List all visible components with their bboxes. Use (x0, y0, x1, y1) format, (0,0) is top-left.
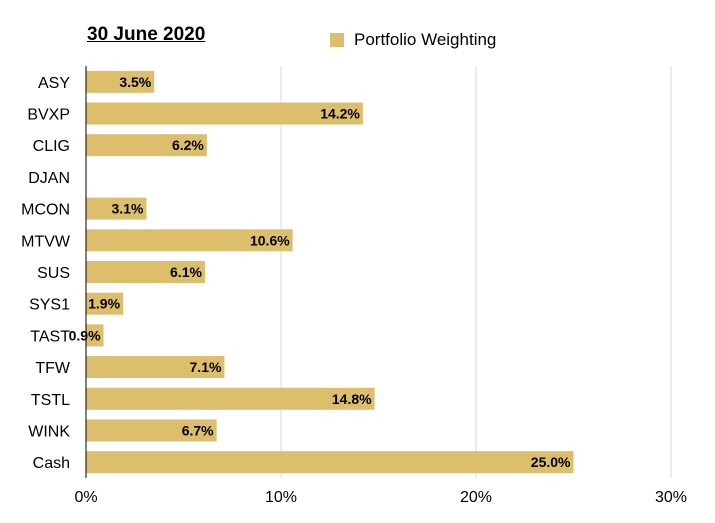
bar (86, 102, 363, 125)
y-tick-label: CLIG (33, 138, 70, 155)
bar (86, 324, 104, 347)
bar (86, 292, 124, 315)
data-label: 6.2% (172, 137, 204, 153)
legend-label: Portfolio Weighting (354, 30, 497, 49)
bar (86, 451, 574, 474)
data-label: 14.2% (320, 106, 360, 122)
y-tick-label: BVXP (27, 107, 70, 124)
data-label: 14.8% (332, 391, 372, 407)
y-tick-label: TAST (30, 328, 70, 345)
bar (86, 134, 207, 157)
bar (86, 419, 217, 442)
bar (86, 387, 375, 410)
data-label: 7.1% (190, 359, 222, 375)
y-tick-label: WINK (28, 423, 70, 440)
y-tick-label: MCON (21, 202, 70, 219)
bar (86, 261, 205, 283)
data-label: 6.1% (170, 264, 202, 280)
bar (86, 197, 147, 220)
data-label: 1.9% (88, 296, 120, 312)
data-label: 25.0% (531, 454, 571, 470)
legend: Portfolio Weighting (330, 30, 496, 50)
y-tick-label: TSTL (31, 392, 70, 409)
y-tick-label: TFW (35, 360, 71, 377)
y-tick-label: SUS (37, 265, 70, 282)
bar (86, 70, 155, 93)
data-label: 6.7% (182, 422, 214, 438)
data-label: 0.9% (69, 327, 101, 343)
data-label: 3.1% (112, 201, 144, 217)
y-tick-label: MTVW (21, 233, 71, 250)
y-tick-label: ASY (38, 75, 70, 92)
data-label: 10.6% (250, 232, 290, 248)
y-tick-label: SYS1 (29, 297, 70, 314)
bar (86, 229, 293, 252)
chart-title: 30 June 2020 (87, 24, 206, 45)
x-tick-label: 20% (460, 489, 492, 506)
bar (86, 356, 225, 379)
y-tick-label: Cash (33, 455, 70, 472)
x-tick-label: 0% (74, 489, 97, 506)
x-tick-label: 30% (655, 489, 687, 506)
y-tick-label: DJAN (28, 170, 70, 187)
data-label: 3.5% (119, 74, 151, 90)
x-tick-label: 10% (265, 489, 297, 506)
legend-swatch (330, 33, 344, 47)
